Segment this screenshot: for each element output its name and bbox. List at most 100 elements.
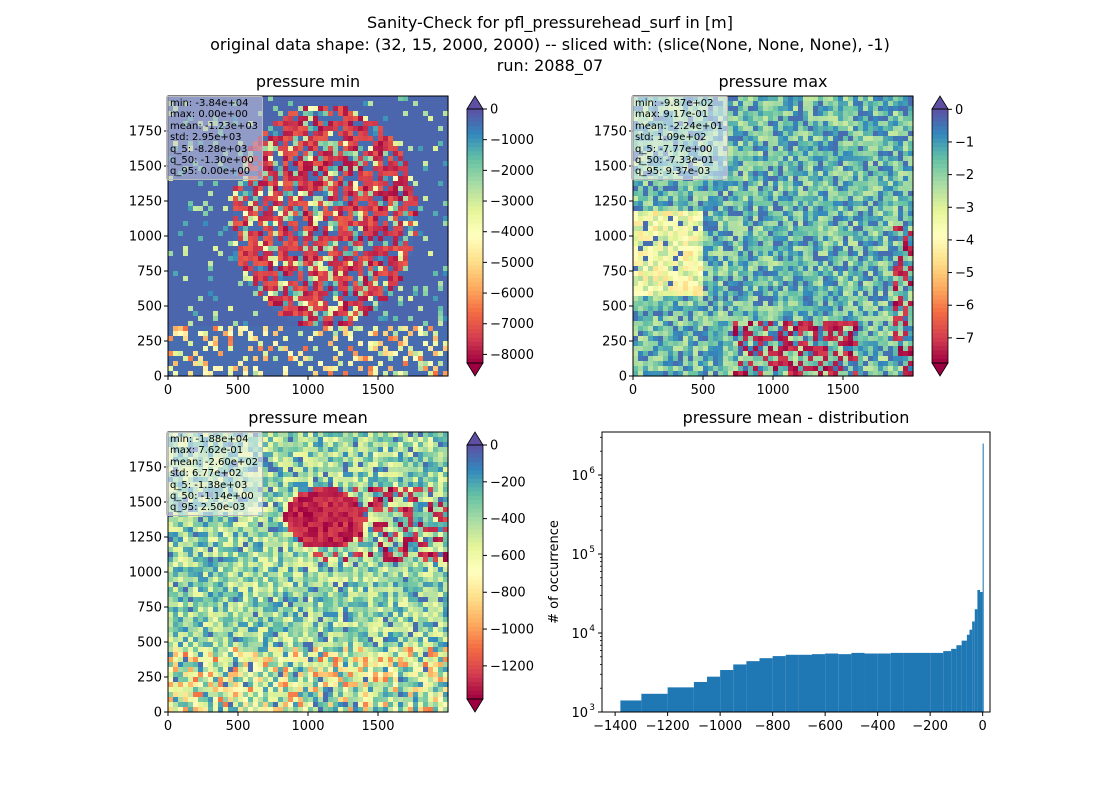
- raster-cell: [428, 156, 434, 162]
- raster-cell: [908, 181, 914, 187]
- raster-cell: [418, 156, 424, 162]
- raster-cell: [728, 151, 734, 157]
- raster-cell: [338, 221, 344, 227]
- raster-cell: [238, 206, 244, 212]
- raster-cell: [228, 186, 234, 192]
- raster-cell: [403, 221, 409, 227]
- raster-cell: [168, 296, 174, 302]
- raster-cell: [373, 306, 379, 312]
- raster-cell: [358, 231, 364, 237]
- raster-cell: [183, 356, 189, 362]
- raster-cell: [358, 336, 364, 342]
- raster-cell: [778, 161, 784, 167]
- raster-cell: [258, 271, 264, 277]
- raster-cell: [338, 306, 344, 312]
- raster-cell: [248, 336, 254, 342]
- raster-cell: [183, 366, 189, 372]
- raster-cell: [178, 221, 184, 227]
- raster-cell: [783, 111, 789, 117]
- raster-cell: [378, 136, 384, 142]
- raster-cell: [373, 141, 379, 147]
- raster-cell: [193, 296, 199, 302]
- raster-cell: [193, 206, 199, 212]
- raster-cell: [348, 286, 354, 292]
- raster-cell: [308, 126, 314, 132]
- raster-cell: [363, 166, 369, 172]
- raster-cell: [243, 296, 249, 302]
- raster-cell: [238, 201, 244, 207]
- raster-cell: [843, 116, 849, 122]
- raster-cell: [383, 156, 389, 162]
- raster-cell: [833, 206, 839, 212]
- raster-cell: [298, 281, 304, 287]
- x-tick-label: 1500: [361, 383, 394, 398]
- raster-cell: [868, 216, 874, 222]
- raster-cell: [173, 196, 179, 202]
- raster-cell: [168, 226, 174, 232]
- raster-cell: [368, 196, 374, 202]
- raster-cell: [238, 311, 244, 317]
- raster-cell: [728, 161, 734, 167]
- raster-cell: [198, 196, 204, 202]
- raster-cell: [228, 331, 234, 337]
- raster-cell: [393, 211, 399, 217]
- raster-cell: [333, 276, 339, 282]
- raster-cell: [433, 286, 439, 292]
- raster-cell: [348, 271, 354, 277]
- raster-cell: [868, 141, 874, 147]
- raster-cell: [293, 131, 299, 137]
- raster-cell: [793, 131, 799, 137]
- raster-cell: [168, 276, 174, 282]
- raster-cell: [313, 176, 319, 182]
- raster-cell: [788, 146, 794, 152]
- raster-cell: [248, 221, 254, 227]
- raster-cell: [818, 126, 824, 132]
- raster-cell: [388, 346, 394, 352]
- raster-cell: [338, 96, 344, 102]
- raster-cell: [398, 181, 404, 187]
- raster-cell: [858, 221, 864, 227]
- raster-cell: [278, 281, 284, 287]
- raster-cell: [753, 221, 759, 227]
- raster-cell: [313, 136, 319, 142]
- raster-cell: [438, 231, 444, 237]
- raster-cell: [848, 136, 854, 142]
- raster-cell: [228, 206, 234, 212]
- raster-cell: [288, 336, 294, 342]
- raster-cell: [328, 136, 334, 142]
- raster-cell: [403, 326, 409, 332]
- raster-cell: [763, 146, 769, 152]
- colorbar-segment: [467, 278, 483, 284]
- raster-cell: [798, 186, 804, 192]
- raster-cell: [278, 251, 284, 257]
- raster-cell: [303, 176, 309, 182]
- raster-cell: [343, 151, 349, 157]
- raster-cell: [688, 246, 694, 252]
- raster-cell: [258, 251, 264, 257]
- raster-cell: [368, 226, 374, 232]
- raster-cell: [898, 241, 904, 247]
- raster-cell: [873, 246, 879, 252]
- raster-cell: [903, 131, 909, 137]
- raster-cell: [168, 301, 174, 307]
- raster-cell: [183, 346, 189, 352]
- raster-cell: [403, 96, 409, 102]
- raster-cell: [883, 246, 889, 252]
- raster-cell: [743, 136, 749, 142]
- raster-cell: [318, 241, 324, 247]
- raster-cell: [743, 121, 749, 127]
- raster-cell: [323, 226, 329, 232]
- raster-cell: [368, 236, 374, 242]
- raster-cell: [348, 236, 354, 242]
- raster-cell: [783, 181, 789, 187]
- raster-cell: [778, 111, 784, 117]
- raster-cell: [648, 231, 654, 237]
- raster-cell: [403, 156, 409, 162]
- raster-cell: [813, 121, 819, 127]
- raster-cell: [708, 236, 714, 242]
- raster-cell: [783, 146, 789, 152]
- raster-cell: [403, 241, 409, 247]
- raster-cell: [808, 241, 814, 247]
- raster-cell: [263, 161, 269, 167]
- raster-cell: [818, 201, 824, 207]
